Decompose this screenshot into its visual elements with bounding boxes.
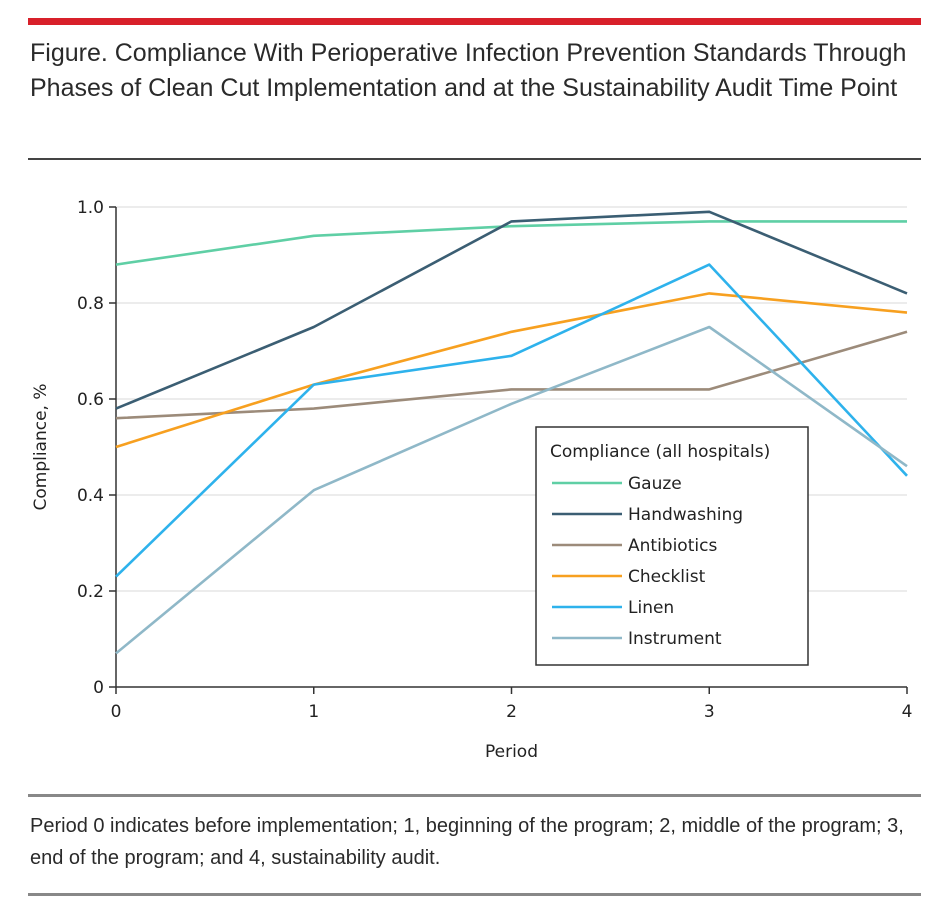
y-tick-label: 0.2: [77, 582, 104, 602]
figure-title: Figure. Compliance With Perioperative In…: [30, 39, 907, 102]
y-tick-label: 0: [93, 678, 104, 698]
legend-entry-gauze: Gauze: [628, 474, 682, 494]
y-axis-label: Compliance, %: [31, 383, 51, 510]
series-line-checklist: [115, 292, 908, 449]
series-lines: [115, 210, 908, 655]
legend-entry-checklist: Checklist: [628, 567, 706, 587]
series-line-antibiotics: [115, 330, 908, 420]
legend: Compliance (all hospitals) Gauze Handwash…: [535, 426, 809, 666]
header-accent-bar: [28, 18, 921, 25]
legend-entry-instrument: Instrument: [628, 629, 722, 649]
legend-title: Compliance (all hospitals): [550, 442, 770, 462]
figure-caption: Period 0 indicates before implementation…: [30, 815, 904, 869]
y-tick-label: 0.8: [77, 294, 104, 314]
legend-entry-antibiotics: Antibiotics: [628, 536, 717, 556]
legend-entry-handwashing: Handwashing: [628, 505, 743, 525]
series-line-linen: [115, 263, 908, 578]
series-line-gauze: [115, 220, 907, 266]
y-tick-label: 0.4: [77, 486, 104, 506]
y-tick-label: 1.0: [77, 198, 104, 218]
line-chart: 0 0.2 0.4 0.6 0.8 1.0 0 1 2 3 4 Period Compliance,…: [31, 198, 913, 762]
x-tick-label: 1: [308, 702, 319, 722]
legend-entry-linen: Linen: [628, 598, 674, 618]
bottom-divider: [28, 893, 921, 896]
series-line-handwashing: [115, 210, 908, 410]
x-tick-label: 0: [111, 702, 122, 722]
title-divider: [28, 158, 921, 160]
x-tick-label: 3: [704, 702, 715, 722]
x-tick-label: 2: [506, 702, 517, 722]
y-tick-label: 0.6: [77, 390, 104, 410]
x-axis-label: Period: [485, 742, 538, 762]
x-tick-label: 4: [902, 702, 913, 722]
series-line-instrument: [115, 325, 908, 655]
caption-divider: [28, 794, 921, 797]
